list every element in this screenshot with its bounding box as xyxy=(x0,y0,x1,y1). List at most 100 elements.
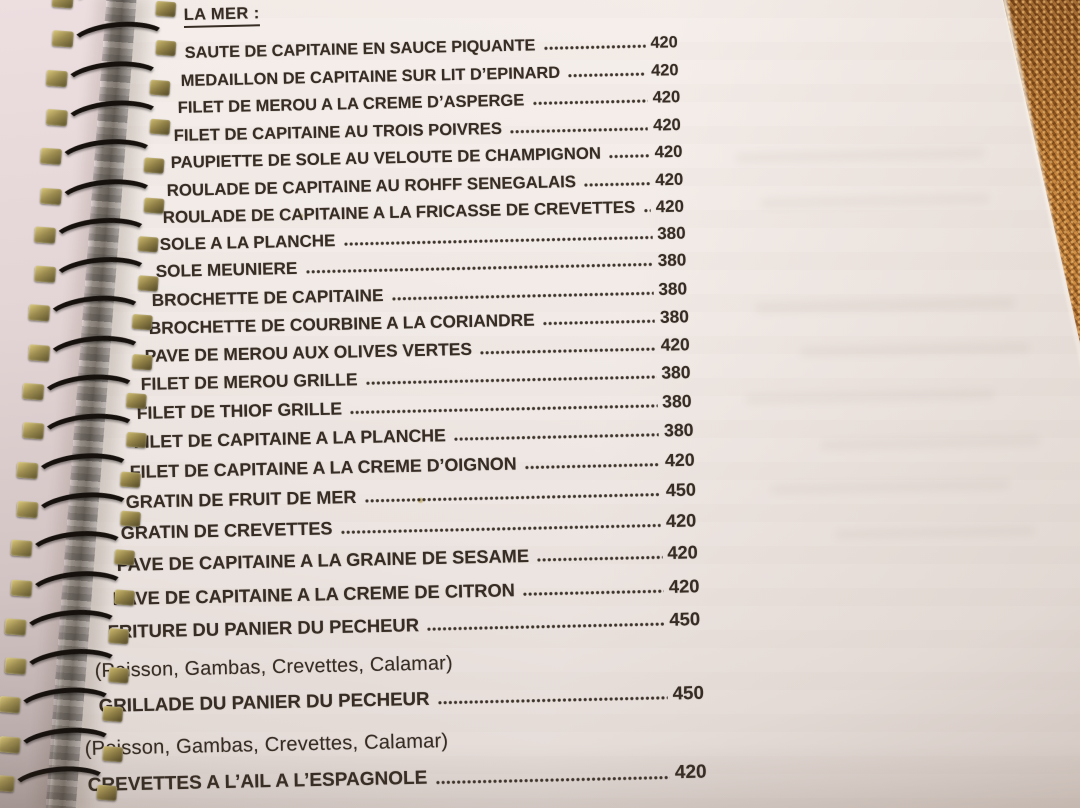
menu-item-price: 420 xyxy=(654,169,684,190)
menu-item-note: (Poisson, Gambas, Crevettes, Calamar) xyxy=(95,652,454,683)
menu-item-price: 380 xyxy=(663,419,694,441)
menu-item-price: 380 xyxy=(662,390,693,412)
menu-item-row: FILET DE CAPITAINE AU TROIS POIVRES 420 xyxy=(174,115,681,146)
menu-item-row: CREVETTES A L’AIL A L’ESPAGNOLE 420 xyxy=(88,762,707,797)
spiral-coil xyxy=(32,172,184,226)
menu-item-price: 450 xyxy=(669,608,701,630)
menu-item-price: 380 xyxy=(657,250,687,271)
menu-item-row: ROULADE DE CAPITAINE A LA FRICASSE DE CR… xyxy=(163,197,685,228)
menu-item-price: 380 xyxy=(658,278,688,299)
menu-item-name: FILET DE THIOF GRILLE xyxy=(136,398,343,424)
menu-item-name: FILET DE MEROU GRILLE xyxy=(140,369,358,395)
menu-item-row: PAVE DE CAPITAINE A LA CREME DE CITRON 42… xyxy=(112,575,699,610)
dot-leader xyxy=(537,553,663,564)
spiral-coil xyxy=(38,93,190,147)
spiral-coil xyxy=(2,563,154,618)
spiral-coil xyxy=(20,328,172,383)
menu-item-name: FILET DE CAPITAINE A LA PLANCHE xyxy=(133,425,446,453)
menu-item-price: 420 xyxy=(651,61,679,80)
menu-item-name: FILET DE CAPITAINE A LA CREME D’OIGNON xyxy=(129,453,517,483)
menu-item-row: PAUPIETTE DE SOLE AU VELOUTE DE CHAMPIGN… xyxy=(170,142,682,173)
menu-item-price: 380 xyxy=(661,362,691,383)
spiral-coil xyxy=(8,446,160,500)
dot-leader xyxy=(365,372,657,388)
menu-item-row: FILET DE THIOF GRILLE 380 xyxy=(137,391,692,424)
spiral-coil xyxy=(26,250,178,304)
spiral-coil xyxy=(0,602,148,657)
menu-item-price: 420 xyxy=(667,542,699,563)
menu-item-row: SOLE A LA PLANCHE 380 xyxy=(159,224,685,255)
menu-item-row: SAUTE DE CAPITAINE EN SAUCE PIQUANTE 420 xyxy=(185,33,678,63)
menu-item-name: SAUTE DE CAPITAINE EN SAUCE PIQUANTE xyxy=(184,36,536,63)
menu-item-name: GRILLADE DU PANIER DU PECHEUR xyxy=(98,687,430,717)
menu-note-text: (Poisson, Gambas, Crevettes, Calamar) xyxy=(94,652,454,683)
menu-item-name: FILET DE CAPITAINE AU TROIS POIVRES xyxy=(173,118,503,146)
menu-item-row: BROCHETTE DE CAPITAINE 380 xyxy=(152,278,688,311)
menu-item-name: ROULADE DE CAPITAINE AU ROHFF SENEGALAIS xyxy=(166,172,576,201)
menu-item-row: GRATIN DE CREVETTES 420 xyxy=(121,510,697,544)
coil-wire xyxy=(7,762,113,808)
dot-leader xyxy=(391,289,654,303)
menu-item-row: FRITURE DU PANIER DU PECHEUR 450 xyxy=(108,608,701,643)
menu-item-price: 450 xyxy=(672,681,704,704)
spiral-coil xyxy=(26,211,178,265)
dot-leader xyxy=(427,619,666,634)
dot-leader xyxy=(340,521,662,537)
dot-leader xyxy=(343,233,653,248)
menu-item-name: BROCHETTE DE COURBINE A LA CORIANDRE xyxy=(148,309,535,339)
dot-leader xyxy=(524,460,660,472)
menu-item-price: 420 xyxy=(664,449,695,471)
menu-item-row: FILET DE CAPITAINE A LA PLANCHE 380 xyxy=(133,420,693,453)
spiral-coil xyxy=(32,132,184,186)
menu-item-row: BROCHETTE DE COURBINE A LA CORIANDRE 380 xyxy=(148,306,689,339)
menu-item-row: PAVE DE CAPITAINE A LA GRAINE DE SESAME 4… xyxy=(117,542,698,576)
spiral-coil xyxy=(38,54,190,108)
menu-item-name: SOLE A LA PLANCHE xyxy=(159,231,336,255)
spiral-coil xyxy=(0,720,143,774)
dot-leader xyxy=(531,96,648,108)
menu-item-price: 420 xyxy=(652,88,681,107)
dot-leader xyxy=(437,693,668,707)
spiral-coil xyxy=(44,15,196,69)
menu-item-price: 450 xyxy=(665,479,696,501)
dot-leader xyxy=(583,179,651,189)
menu-item-row: PAVE DE MEROU AUX OLIVES VERTES 420 xyxy=(144,334,689,367)
spiral-coil xyxy=(20,289,172,343)
dot-leader xyxy=(510,124,649,136)
menu-item-row: SOLE MEUNIERE 380 xyxy=(156,250,687,282)
menu-item-name: FRITURE DU PANIER DU PECHEUR xyxy=(107,614,420,643)
menu-item-name: PAUPIETTE DE SOLE AU VELOUTE DE CHAMPIGN… xyxy=(170,143,601,173)
menu-item-name: FILET DE MEROU A LA CREME D’ASPERGE xyxy=(177,91,525,118)
spiral-coil xyxy=(14,367,166,421)
menu-item-name: MEDAILLON DE CAPITAINE SUR LIT D’EPINARD xyxy=(180,63,561,91)
menu-item-row: FILET DE MEROU GRILLE 380 xyxy=(141,362,691,395)
spiral-coil xyxy=(0,759,137,808)
dot-leader xyxy=(543,41,646,53)
paper-speck xyxy=(299,214,303,218)
dot-leader xyxy=(363,490,661,505)
dot-leader xyxy=(435,773,671,787)
dot-leader xyxy=(479,344,656,357)
dot-leader xyxy=(522,586,664,599)
dot-leader xyxy=(350,401,658,417)
menu-item-row: FILET DE MEROU A LA CREME D’ASPERGE 420 xyxy=(177,88,680,118)
menu-item-price: 420 xyxy=(674,761,707,784)
dot-leader xyxy=(305,260,653,276)
menu-item-name: BROCHETTE DE CAPITAINE xyxy=(151,284,385,311)
menu-item-row: GRATIN DE FRUIT DE MER 450 xyxy=(125,480,696,513)
menu-item-name: PAVE DE CAPITAINE A LA GRAINE DE SESAME xyxy=(116,546,530,576)
spiral-coil xyxy=(2,524,154,578)
menu-item-row: GRILLADE DU PANIER DU PECHEUR 450 xyxy=(98,682,704,717)
menu-item-price: 380 xyxy=(656,223,686,244)
spiral-coil xyxy=(0,681,143,735)
menu-item-price: 420 xyxy=(668,575,700,597)
menu-item-row: MEDAILLON DE CAPITAINE SUR LIT D’EPINARD… xyxy=(181,61,679,91)
dot-leader xyxy=(453,430,659,444)
dot-leader xyxy=(643,206,652,215)
menu-item-price: 420 xyxy=(650,33,678,52)
menu-item-price: 380 xyxy=(659,306,689,327)
dot-leader xyxy=(608,151,650,161)
menu-item-price: 420 xyxy=(653,141,683,162)
spiral-coil xyxy=(14,407,166,461)
